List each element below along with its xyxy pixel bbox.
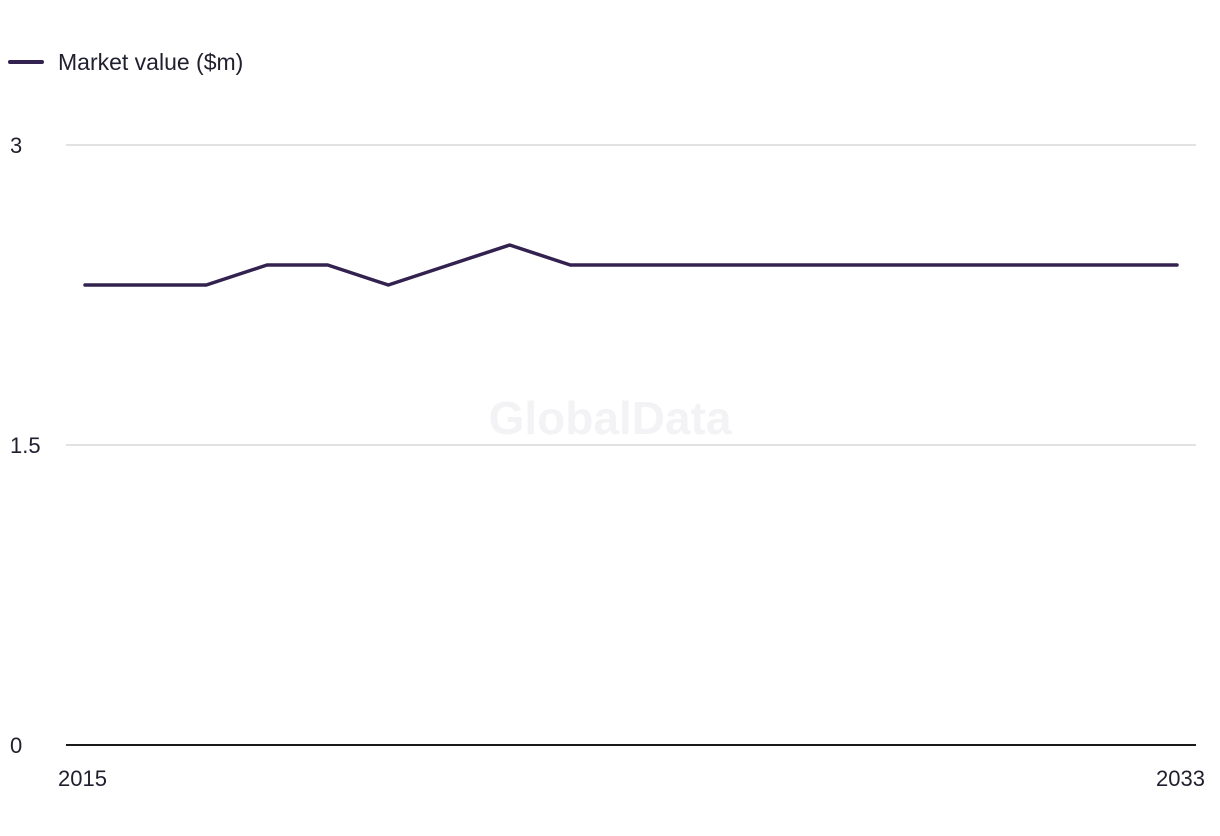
data-point	[691, 264, 693, 266]
data-point	[84, 284, 86, 286]
data-point	[509, 244, 511, 246]
data-point	[145, 284, 147, 286]
data-point	[933, 264, 935, 266]
data-point	[448, 264, 450, 266]
data-point	[873, 264, 875, 266]
data-point	[1055, 264, 1057, 266]
data-point	[751, 264, 753, 266]
series	[83, 243, 1179, 287]
y-axis-ticks: 01.53	[10, 133, 41, 758]
data-point	[1176, 264, 1178, 266]
y-tick-label: 0	[10, 733, 22, 758]
data-point	[630, 264, 632, 266]
data-point	[205, 284, 207, 286]
legend: Market value ($m)	[8, 49, 243, 75]
data-point	[327, 264, 329, 266]
y-tick-label: 1.5	[10, 433, 41, 458]
x-axis-ticks: 2015 2033	[58, 766, 1205, 791]
x-tick-label: 2015	[58, 766, 107, 791]
data-point	[266, 264, 268, 266]
watermark: GlobalData	[489, 392, 732, 444]
data-point	[569, 264, 571, 266]
y-tick-label: 3	[10, 133, 22, 158]
legend-label: Market value ($m)	[58, 49, 243, 75]
x-tick-label: 2033	[1156, 766, 1205, 791]
data-point	[812, 264, 814, 266]
data-point	[994, 264, 996, 266]
data-point	[387, 284, 389, 286]
data-point	[1115, 264, 1117, 266]
grid	[66, 144, 1196, 746]
